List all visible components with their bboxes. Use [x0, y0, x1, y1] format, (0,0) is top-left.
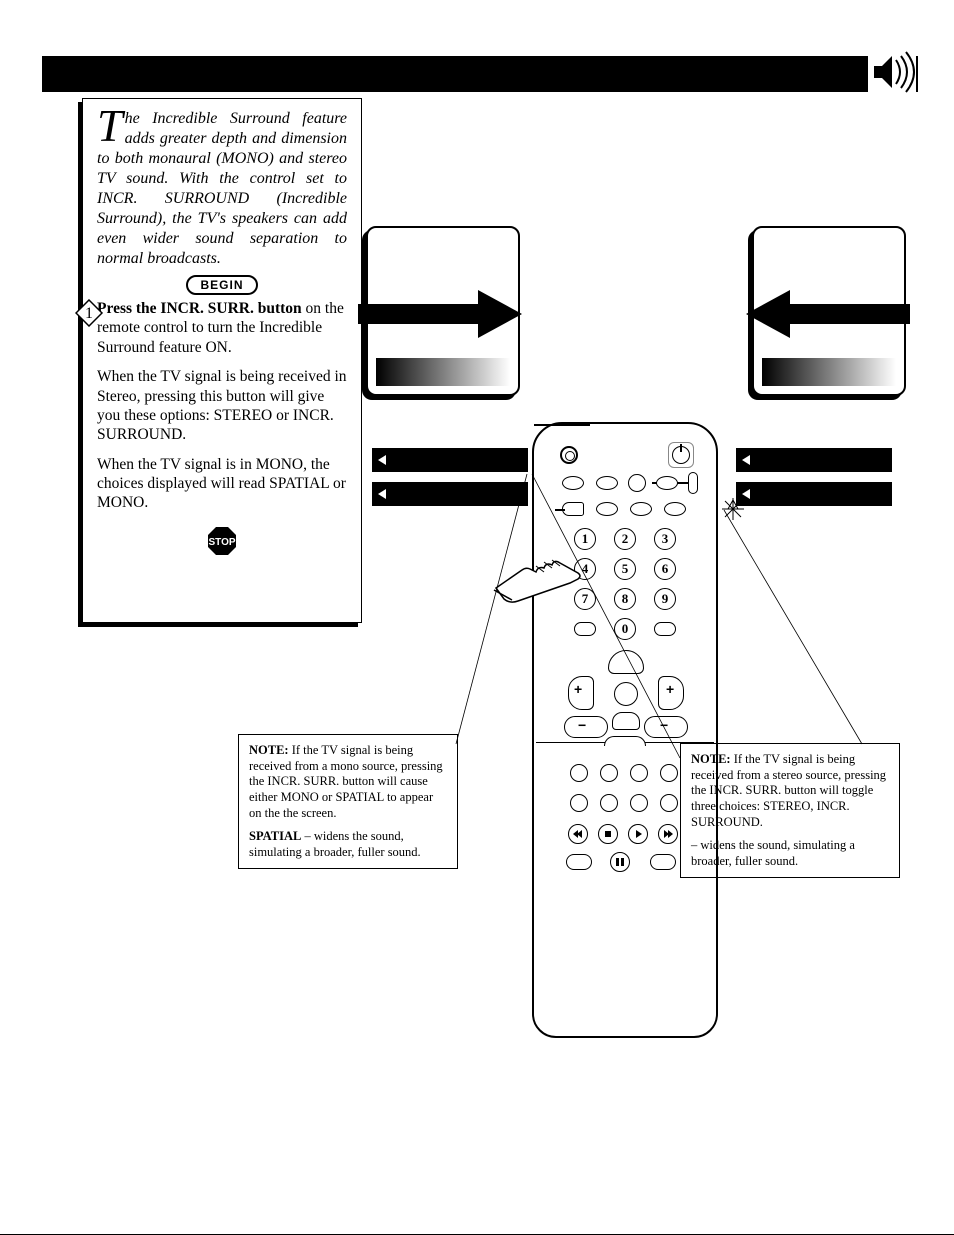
note-mono-p2: SPATIAL – widens the sound, simulating a…	[249, 829, 447, 860]
note-stereo-text2: – widens the sound, simulating a broader…	[691, 838, 855, 868]
remote-divider-tab	[604, 736, 646, 746]
arrow-right-icon	[356, 284, 526, 344]
pause-button[interactable]	[610, 852, 630, 872]
color-button-2[interactable]	[600, 764, 618, 782]
mode-button-2[interactable]	[596, 476, 618, 490]
power-button[interactable]	[672, 446, 690, 464]
aux-button-2[interactable]	[600, 794, 618, 812]
intro-text: he Incredible Surround feature adds grea…	[97, 110, 347, 267]
plus-icon: +	[666, 682, 674, 696]
keypad-3[interactable]: 3	[654, 528, 676, 550]
step-number: 1	[85, 305, 93, 322]
spatial-label: SPATIAL	[249, 829, 301, 843]
step-1-text: Press the INCR. SURR. button on the remo…	[97, 300, 344, 356]
step-diamond-icon: 1	[75, 299, 103, 327]
arrow-left-icon	[742, 284, 912, 344]
keypad-left-aux[interactable]	[574, 622, 596, 636]
keypad-2[interactable]: 2	[614, 528, 636, 550]
bottom-button-left[interactable]	[566, 854, 592, 870]
note-mono: NOTE: If the TV signal is being received…	[238, 734, 458, 869]
aux-button-3[interactable]	[630, 794, 648, 812]
keypad-0[interactable]: 0	[614, 618, 636, 640]
intro-box: The Incredible Surround feature adds gre…	[82, 98, 362, 623]
note-label: NOTE:	[249, 743, 289, 757]
keypad-right-aux[interactable]	[654, 622, 676, 636]
content-area: The Incredible Surround feature adds gre…	[42, 44, 912, 1144]
manual-page: The Incredible Surround feature adds gre…	[0, 0, 954, 1235]
begin-badge: BEGIN	[186, 275, 258, 295]
minus-icon: −	[660, 718, 668, 732]
fast-forward-button[interactable]	[658, 824, 678, 844]
tv-left-base-gradient	[376, 358, 510, 386]
remote-sensor-icon	[560, 446, 578, 464]
step-1-bold: Press the INCR. SURR. button	[97, 300, 302, 317]
aux-button-1[interactable]	[570, 794, 588, 812]
osd-stereo-stereo	[736, 448, 892, 472]
aux-button-4[interactable]	[660, 794, 678, 812]
keypad-9[interactable]: 9	[654, 588, 676, 610]
para-mono: When the TV signal is in MONO, the choic…	[97, 455, 347, 513]
triangle-left-icon	[742, 455, 750, 465]
rewind-button[interactable]	[568, 824, 588, 844]
nav-up-button[interactable]	[608, 650, 644, 674]
play-button[interactable]	[628, 824, 648, 844]
note-stereo-p1: NOTE: If the TV signal is being received…	[691, 752, 889, 830]
keypad-5[interactable]: 5	[614, 558, 636, 580]
keypad-6[interactable]: 6	[654, 558, 676, 580]
note-stereo-p2: – widens the sound, simulating a broader…	[691, 838, 889, 869]
bottom-button-right[interactable]	[650, 854, 676, 870]
header-bar	[42, 56, 918, 92]
keypad-8[interactable]: 8	[614, 588, 636, 610]
osd-mono-spatial	[372, 448, 528, 472]
stop-button[interactable]	[598, 824, 618, 844]
highlight-burst-icon	[722, 498, 744, 520]
row3-button-4[interactable]	[664, 502, 686, 516]
intro-paragraph: The Incredible Surround feature adds gre…	[97, 109, 347, 269]
tv-right-base-gradient	[762, 358, 896, 386]
mode-button-3[interactable]	[628, 474, 646, 492]
row3-button-2[interactable]	[596, 502, 618, 516]
triangle-left-icon	[378, 489, 386, 499]
note-mono-p1: NOTE: If the TV signal is being received…	[249, 743, 447, 821]
stop-badge-icon: STOP	[206, 525, 238, 557]
mode-button-5[interactable]	[688, 472, 698, 494]
remote-led-bar	[534, 424, 590, 426]
plus-icon: +	[574, 682, 582, 696]
remote-control: 1 2 3 4 5 6 7 8 9 0 + + − −	[532, 422, 718, 1038]
step-1: 1 Press the INCR. SURR. button on the re…	[97, 299, 347, 357]
speaker-sound-icon	[868, 50, 916, 94]
color-button-4[interactable]	[660, 764, 678, 782]
triangle-left-icon	[378, 455, 386, 465]
color-button-1[interactable]	[570, 764, 588, 782]
stop-label: STOP	[208, 537, 235, 548]
mode-button-1[interactable]	[562, 476, 584, 490]
para-stereo: When the TV signal is being received in …	[97, 367, 347, 445]
pointing-hand-icon	[492, 544, 582, 604]
nav-ok-button[interactable]	[614, 682, 638, 706]
row3-button-3[interactable]	[630, 502, 652, 516]
note-stereo: NOTE: If the TV signal is being received…	[680, 743, 900, 878]
nav-down-button[interactable]	[612, 712, 640, 730]
osd-stereo-incr	[736, 482, 892, 506]
minus-icon: −	[578, 718, 586, 732]
color-button-3[interactable]	[630, 764, 648, 782]
incr-surr-button[interactable]	[562, 502, 584, 516]
note-label: NOTE:	[691, 752, 731, 766]
osd-mono-mono	[372, 482, 528, 506]
mode-button-4[interactable]	[656, 476, 678, 490]
intro-dropcap: T	[97, 109, 125, 143]
